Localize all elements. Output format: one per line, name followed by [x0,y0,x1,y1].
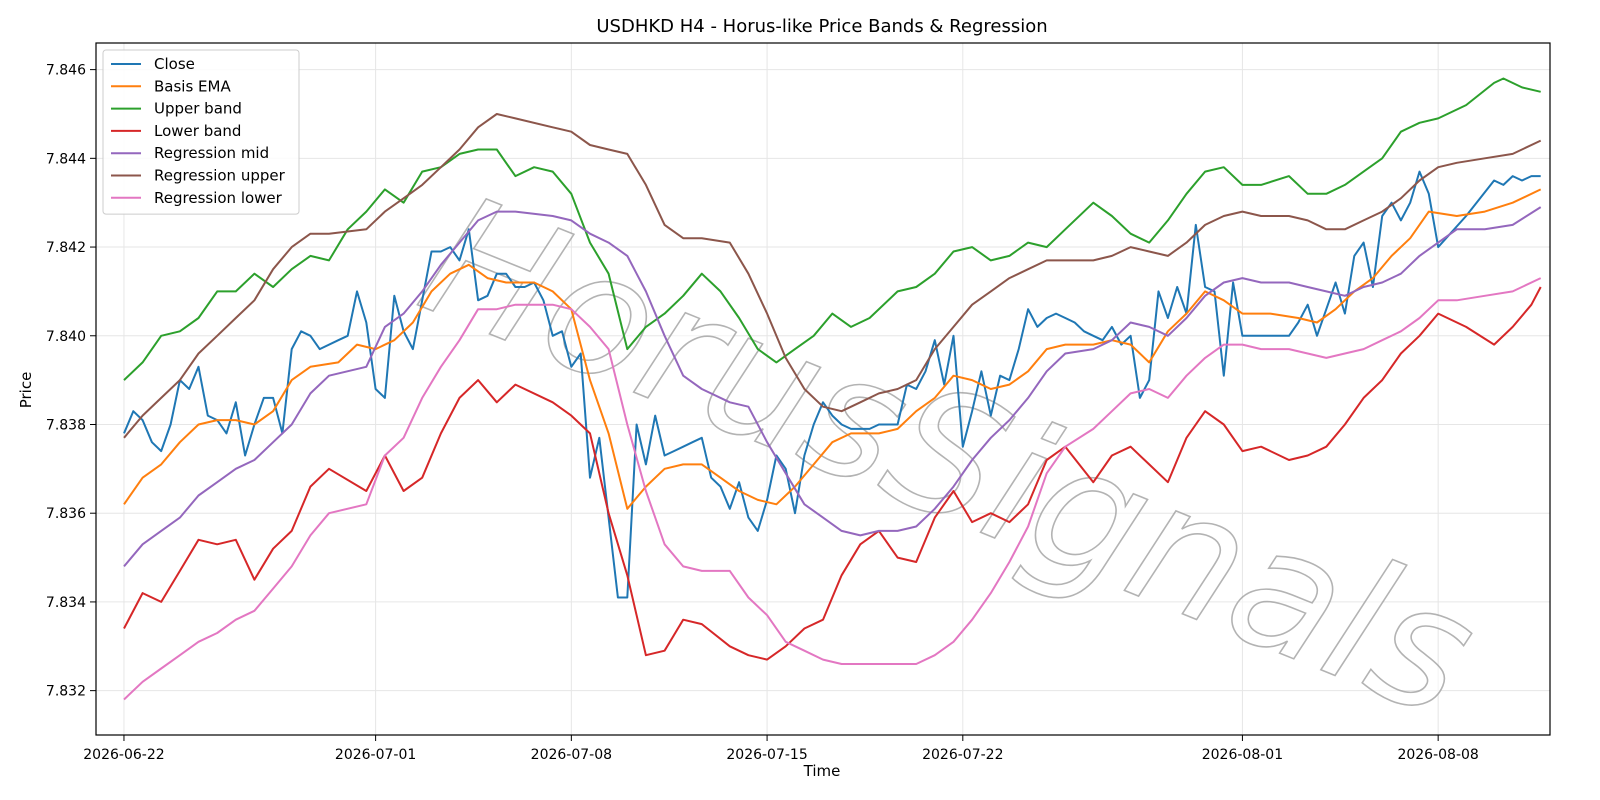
x-axis-label: Time [803,762,841,780]
x-tick-label: 2026-07-01 [335,747,416,763]
legend-label: Close [154,55,195,73]
legend: Close Basis EMA Upper band Lower band Regres… [102,49,300,215]
plot-frame [95,42,1551,736]
ticks-layer: 2026-06-22 2026-07-01 2026-07-08 2026-07-15… [46,63,1479,763]
legend-label: Regression upper [154,167,286,185]
series-line-regression-upper [123,113,1542,439]
y-axis-label: Price [17,372,35,409]
y-tick-label: 7.844 [46,151,86,167]
series-line-upper-band [123,77,1541,381]
x-tick-label: 2026-06-22 [83,747,164,763]
x-tick-label: 2026-07-08 [531,747,612,763]
y-tick-label: 7.846 [46,63,86,79]
x-tick-label: 2026-08-08 [1397,747,1478,763]
x-tick-label: 2026-07-22 [922,747,1003,763]
series-line-lower-band [123,286,1542,661]
x-tick-label: 2026-07-15 [726,747,807,763]
y-tick-label: 7.836 [46,506,86,522]
y-tick-label: 7.840 [46,329,86,345]
series-layer [123,77,1542,701]
series-line-regression-lower [123,277,1542,701]
legend-label: Lower band [154,122,241,140]
series-line-regression-mid [123,206,1542,568]
x-tick-label: 2026-08-01 [1202,747,1283,763]
legend-label: Basis EMA [154,77,231,95]
y-tick-label: 7.838 [46,417,86,433]
legend-label: Upper band [154,100,242,118]
legend-box [102,49,300,215]
chart-title: USDHKD H4 - Horus-like Price Bands & Reg… [596,16,1047,37]
grid-layer [96,43,1550,735]
legend-label: Regression mid [154,144,269,162]
y-tick-label: 7.832 [46,684,86,700]
y-tick-label: 7.842 [46,240,86,256]
legend-label: Regression lower [154,189,283,207]
series-line-close [123,170,1541,599]
y-tick-label: 7.834 [46,595,86,611]
series-line-basis-ema [123,188,1542,510]
